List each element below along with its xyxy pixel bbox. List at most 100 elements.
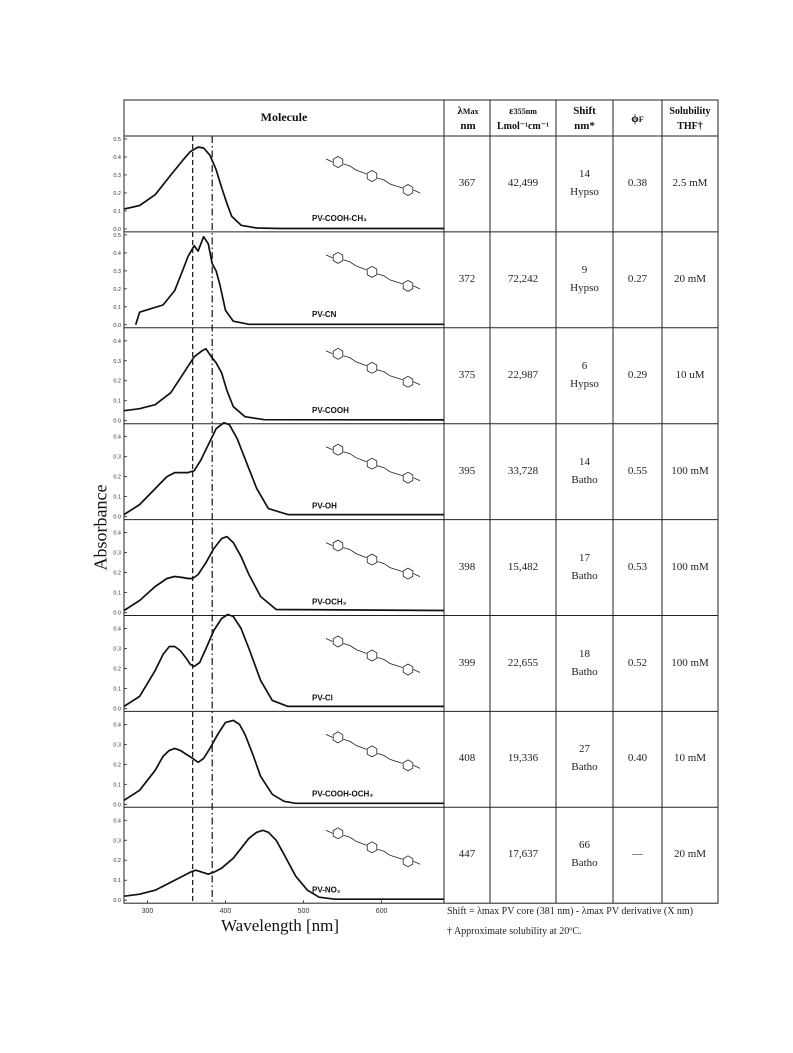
- y-tick-label: 0.4: [113, 818, 121, 824]
- molecule-sketch-icon: [325, 251, 421, 292]
- vinyl-bond: [343, 834, 367, 846]
- benzene-ring-icon: [402, 471, 414, 484]
- benzene-ring-icon: [402, 279, 414, 292]
- solubility-cell: 100 mM: [671, 656, 709, 669]
- y-tick-label: 0.4: [113, 435, 121, 441]
- vinyl-bond: [343, 163, 367, 175]
- quantum-yield-cell: 0.55: [627, 464, 648, 477]
- substituent-bond: [325, 734, 333, 738]
- footnote-shift: Shift = λmax PV core (381 nm) - λmax PV …: [447, 906, 694, 917]
- epsilon-cell: 15,482: [507, 560, 539, 573]
- x-tick-label: 600: [376, 908, 388, 915]
- header-molecule: Molecule: [260, 110, 308, 124]
- benzene-ring-icon: [332, 731, 344, 744]
- y-tick-label: 0.0: [113, 515, 121, 521]
- benzene-ring-icon: [402, 375, 414, 388]
- epsilon-cell: 33,728: [507, 464, 539, 477]
- y-tick-label: 0.4: [113, 722, 121, 728]
- vinyl-bond: [377, 369, 403, 381]
- spectrum-curve: [123, 613, 444, 708]
- y-tick-label: 0.2: [113, 858, 121, 864]
- molecule-name: PV-OH: [312, 502, 337, 511]
- y-tick-label: 0.3: [113, 838, 121, 844]
- header-solubility: Solubility THF†: [662, 104, 718, 134]
- y-tick-label: 0.2: [113, 379, 121, 385]
- y-tick-label: 0.3: [113, 173, 121, 179]
- benzene-ring-icon: [366, 649, 378, 662]
- y-tick-label: 0.3: [113, 359, 121, 365]
- shift-value-cell: 14: [579, 455, 590, 468]
- header-solubility-unit: THF†: [677, 121, 703, 132]
- vinyl-bond: [377, 753, 403, 764]
- y-tick-label: 0.0: [113, 802, 121, 808]
- shift-type-cell: Batho: [571, 665, 598, 678]
- molecule-structures: [325, 156, 421, 868]
- vinyl-bond: [377, 561, 403, 572]
- substituent-bond: [413, 669, 421, 673]
- lambda-max-cell: 399: [458, 656, 476, 669]
- molecule-name: PV-CN: [312, 310, 337, 319]
- molecule-name: PV-COOH: [312, 406, 349, 415]
- spectrum-curve: [123, 719, 444, 805]
- benzene-ring-icon: [402, 567, 414, 580]
- y-tick-label: 0.0: [113, 898, 121, 904]
- quantum-yield-cell: —: [632, 848, 643, 861]
- header-lambda-sub: Max: [462, 107, 479, 116]
- lambda-max-cell: 372: [458, 272, 476, 285]
- quantum-yield-cell: 0.27: [627, 272, 648, 285]
- spectrum-curve: [123, 421, 444, 516]
- shift-value-cell: 6: [581, 359, 588, 372]
- vinyl-bond: [343, 355, 367, 367]
- y-tick-label: 0.1: [113, 686, 121, 692]
- molecule-sketch-icon: [325, 443, 421, 484]
- substituent-bond: [413, 477, 421, 482]
- spectrum-panel: 0.0 0.1 0.2 0.3 0.4 PV-OH: [113, 421, 444, 521]
- substituent-bond: [325, 829, 333, 834]
- substituent-bond: [413, 860, 421, 865]
- molecule-name: PV-Cl: [312, 694, 333, 703]
- header-epsilon: ε355nm Lmol⁻¹cm⁻¹: [490, 104, 556, 134]
- spectrum-panel: 0.0 0.1 0.2 0.3 0.4 0.5 PV-COOH-CH₃: [113, 137, 444, 233]
- epsilon-cell: 42,499: [507, 177, 539, 189]
- header-epsilon-unit: Lmol⁻¹cm⁻¹: [496, 121, 550, 132]
- header-phi-symbol: ϕ: [631, 111, 639, 125]
- lambda-max-cell: 395: [458, 464, 476, 477]
- solubility-cell: 20 mM: [673, 848, 707, 861]
- y-tick-label: 0.3: [113, 269, 121, 275]
- shift-type-cell: Batho: [571, 761, 598, 774]
- epsilon-cell: 17,637: [507, 848, 539, 861]
- header-lambda: λMax nm: [446, 104, 490, 134]
- vinyl-bond: [377, 848, 403, 860]
- vinyl-bond: [343, 547, 367, 558]
- header-lambda-unit: nm: [460, 120, 476, 132]
- y-tick-label: 0.4: [113, 531, 121, 537]
- y-tick-label: 0.1: [113, 209, 121, 215]
- benzene-ring-icon: [402, 184, 414, 196]
- spectrum-curve: [134, 235, 444, 326]
- lambda-max-cell: 367: [458, 177, 476, 189]
- substituent-bond: [413, 381, 421, 386]
- header-epsilon-sub: 355nm: [513, 107, 537, 116]
- lambda-max-cell: 447: [458, 848, 476, 861]
- x-axis: 300 400 500 600: [142, 900, 388, 915]
- spectrum-panel: 0.0 0.1 0.2 0.3 0.4 0.5 PV-CN: [113, 233, 444, 329]
- lambda-max-cell: 398: [458, 560, 476, 573]
- shift-type-cell: Batho: [571, 569, 598, 582]
- shift-type-cell: Hypso: [570, 377, 599, 390]
- spectra-panels: 0.00.10.20.30.40.5PV-COOH-CH₃0.00.10.20.…: [113, 137, 445, 904]
- molecule-name: PV-COOH-OCH₃: [312, 789, 373, 798]
- shift-type-cell: Hypso: [570, 281, 599, 294]
- shift-type-cell: Batho: [571, 857, 598, 870]
- substituent-bond: [325, 542, 333, 546]
- shift-value-cell: 18: [579, 647, 590, 660]
- benzene-ring-icon: [366, 170, 378, 182]
- epsilon-cell: 19,336: [507, 752, 539, 765]
- y-tick-label: 0.2: [113, 666, 121, 672]
- molecule-name: PV-NO₂: [312, 885, 341, 894]
- lambda-max-cell: 408: [458, 752, 476, 765]
- benzene-ring-icon: [332, 347, 344, 360]
- y-tick-label: 0.1: [113, 878, 121, 884]
- substituent-bond: [413, 285, 421, 290]
- y-tick-label: 0.3: [113, 742, 121, 748]
